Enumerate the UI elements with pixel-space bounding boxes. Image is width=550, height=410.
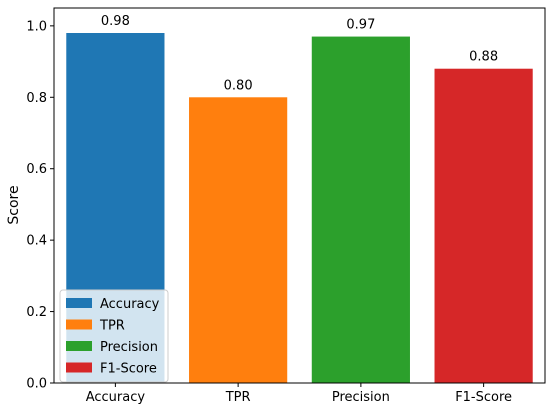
y-tick-label: 1.0 [26, 19, 47, 34]
x-tick-label: F1-Score [455, 390, 512, 405]
y-tick-label: 0.2 [26, 305, 47, 320]
legend-swatch [66, 362, 92, 373]
x-tick-label: Precision [332, 390, 390, 405]
data-label: 0.80 [224, 78, 253, 93]
x-tick-label: Accuracy [86, 390, 146, 405]
legend-box [59, 289, 169, 383]
plot-area: 0.98 Accuracy 0.80 TPR 0.97 Precision 0.88 F1-S… [26, 7, 546, 405]
legend-swatch [66, 298, 92, 308]
legend-swatch [66, 319, 92, 330]
legend-swatch [66, 341, 92, 351]
legend-label: TPR [99, 319, 125, 334]
data-label: 0.88 [469, 50, 498, 65]
legend-label: F1-Score [100, 362, 157, 377]
data-label: 0.97 [346, 18, 375, 33]
bar-f1-score [434, 68, 533, 384]
x-tick-label: TPR [225, 390, 251, 405]
data-label: 0.98 [101, 14, 130, 29]
y-tick-label: 0.6 [26, 162, 47, 177]
y-tick-label: 0.8 [26, 91, 47, 106]
y-tick-label: 0.4 [26, 234, 47, 249]
legend-label: Precision [100, 340, 158, 355]
legend-label: Accuracy [100, 297, 160, 312]
bar-precision [311, 36, 410, 383]
y-axis-label: Score [6, 185, 22, 224]
y-tick-label: 0.0 [26, 377, 47, 392]
bar-tpr [189, 97, 288, 383]
plot-frame [53, 7, 546, 384]
